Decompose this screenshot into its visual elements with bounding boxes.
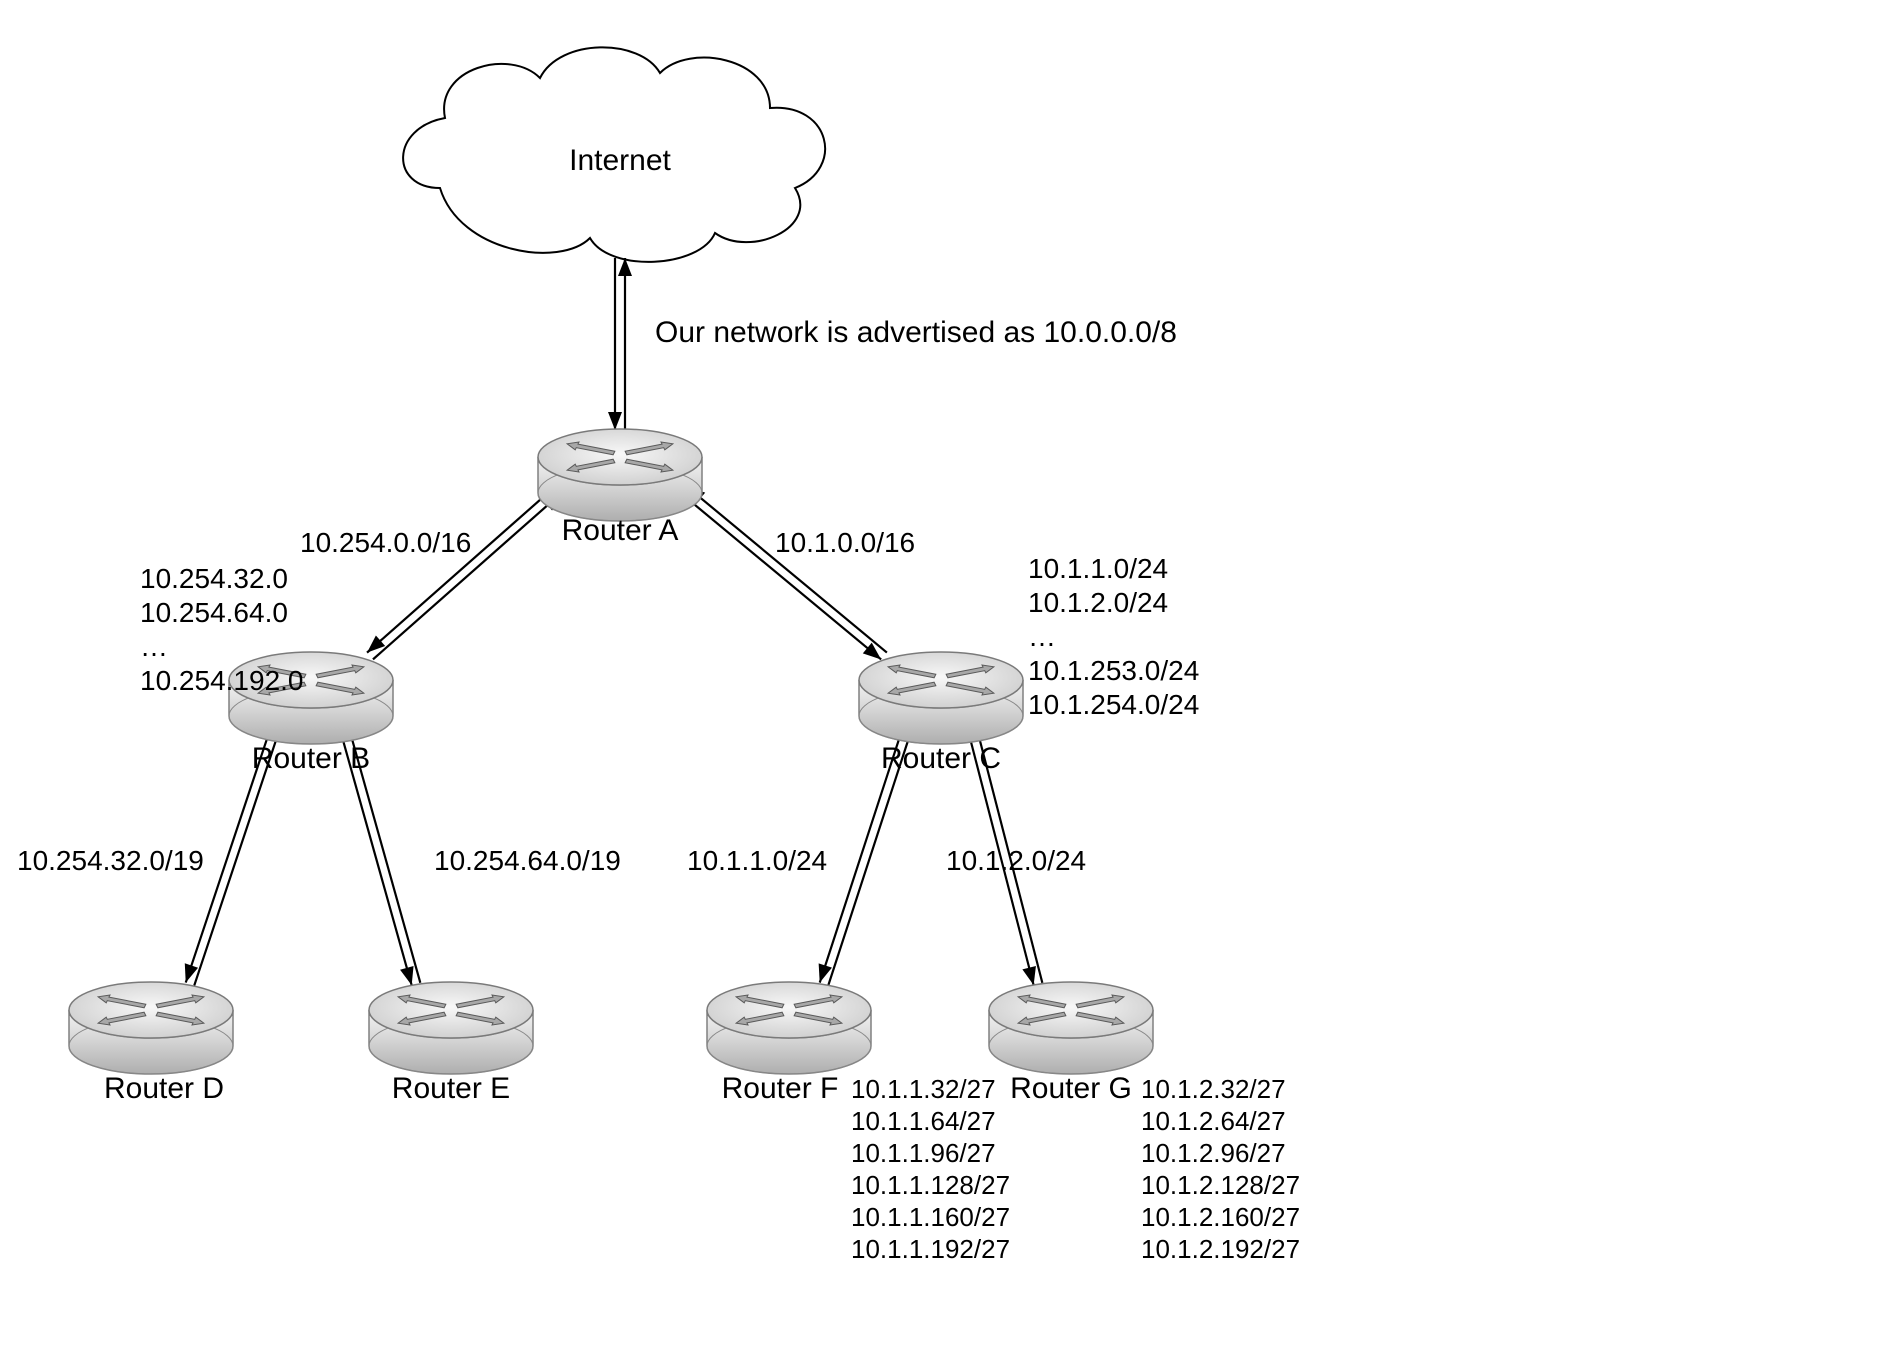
router-label-F: Router F — [722, 1072, 839, 1105]
label-fc: 10.1.1.0/24 — [687, 845, 827, 876]
router-D: Router D — [69, 982, 233, 1105]
label-line: 10.254.64.0 — [140, 597, 288, 628]
edge-B-A — [367, 487, 561, 660]
label-line: 10.1.2.64/27 — [1141, 1106, 1286, 1136]
label-line: 10.254.192.0 — [140, 665, 304, 696]
router-label-D: Router D — [104, 1072, 224, 1105]
label-line: 10.1.1.160/27 — [851, 1202, 1010, 1232]
router-label-E: Router E — [392, 1072, 510, 1105]
label-ca: 10.1.0.0/16 — [775, 527, 915, 558]
router-C: Router C — [859, 652, 1023, 775]
label-block-b-subnets: 10.254.32.010.254.64.0…10.254.192.0 — [140, 563, 304, 696]
label-line: 10.1.2.128/27 — [1141, 1170, 1300, 1200]
label-line: 10.1.1.128/27 — [851, 1170, 1010, 1200]
label-line: 10.1.2.192/27 — [1141, 1234, 1300, 1264]
label-line: 10.1.2.96/27 — [1141, 1138, 1286, 1168]
label-line: 10.1.254.0/24 — [1028, 689, 1199, 720]
label-line: 10.1.1.96/27 — [851, 1138, 996, 1168]
label-line: 10.1.2.32/27 — [1141, 1074, 1286, 1104]
label-line: 10.1.2.0/24 — [1028, 587, 1168, 618]
edge-C-A — [681, 487, 887, 660]
router-G: Router G — [989, 982, 1153, 1105]
label-block-f-subnets: 10.1.1.32/2710.1.1.64/2710.1.1.96/2710.1… — [851, 1074, 1010, 1264]
label-line: 10.1.253.0/24 — [1028, 655, 1199, 686]
internet-label: Internet — [569, 144, 671, 177]
label-line: 10.1.1.192/27 — [851, 1234, 1010, 1264]
label-ba: 10.254.0.0/16 — [300, 527, 471, 558]
label-block-g-subnets: 10.1.2.32/2710.1.2.64/2710.1.2.96/2710.1… — [1141, 1074, 1300, 1264]
label-adv: Our network is advertised as 10.0.0.0/8 — [655, 316, 1177, 349]
router-label-C: Router C — [881, 742, 1001, 775]
label-db: 10.254.32.0/19 — [17, 845, 204, 876]
router-label-G: Router G — [1010, 1072, 1132, 1105]
router-A: Router A — [538, 429, 702, 547]
label-eb: 10.254.64.0/19 — [434, 845, 621, 876]
label-line: 10.1.1.32/27 — [851, 1074, 996, 1104]
label-line: 10.1.2.160/27 — [1141, 1202, 1300, 1232]
router-E: Router E — [369, 982, 533, 1105]
router-F: Router F — [707, 982, 871, 1105]
label-line: 10.1.1.64/27 — [851, 1106, 996, 1136]
label-line: 10.254.32.0 — [140, 563, 288, 594]
router-label-A: Router A — [562, 514, 679, 547]
network-diagram: Internet Router A Router B Router C Router D… — [0, 0, 1882, 1345]
label-line: 10.1.1.0/24 — [1028, 553, 1168, 584]
internet-cloud: Internet — [403, 47, 825, 262]
label-line: … — [1028, 621, 1056, 652]
label-gc: 10.1.2.0/24 — [946, 845, 1086, 876]
label-line: … — [140, 631, 168, 662]
router-label-B: Router B — [252, 742, 370, 775]
label-block-c-subnets: 10.1.1.0/2410.1.2.0/24…10.1.253.0/2410.1… — [1028, 553, 1199, 720]
edge-A-Internet — [608, 258, 632, 430]
